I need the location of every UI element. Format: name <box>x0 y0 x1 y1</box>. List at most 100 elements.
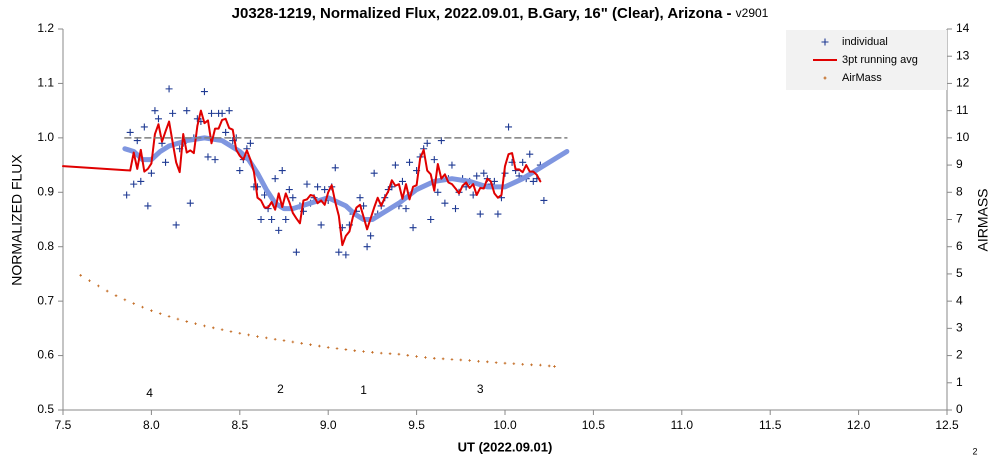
data-point <box>203 324 206 328</box>
data-point <box>434 188 442 196</box>
data-point <box>238 331 242 335</box>
y2-tick-label: 14 <box>956 21 970 35</box>
data-point <box>314 183 322 191</box>
y2-tick-label: 8 <box>956 184 963 198</box>
y-tick-label: 1.1 <box>37 76 54 90</box>
data-point <box>167 315 171 318</box>
data-point <box>97 284 100 288</box>
data-point <box>448 161 456 169</box>
data-point <box>367 232 375 240</box>
y2-tick-label: 3 <box>956 321 963 335</box>
data-point <box>105 289 109 293</box>
series-line <box>62 109 542 247</box>
data-point <box>265 336 268 340</box>
data-point <box>362 350 365 353</box>
data-point <box>326 346 330 349</box>
data-point <box>246 139 254 147</box>
data-point <box>154 115 162 123</box>
data-point <box>176 317 180 321</box>
data-point <box>123 298 127 302</box>
x-tick-label: 12.5 <box>935 418 959 432</box>
y-tick-label: 0.7 <box>37 293 54 307</box>
x-axis-label: UT (2022.09.01) <box>458 439 553 454</box>
annotation: 1 <box>360 383 367 397</box>
data-point <box>477 359 480 363</box>
y-tick-label: 0.9 <box>37 184 54 198</box>
data-point <box>317 221 325 229</box>
x-tick-label: 8.5 <box>231 418 248 432</box>
y2-tick-label: 10 <box>956 130 970 144</box>
data-point <box>486 360 489 364</box>
y2-tick-label: 1 <box>956 375 963 389</box>
x-tick-label: 10.5 <box>582 418 606 432</box>
data-point <box>388 352 392 355</box>
data-point <box>335 248 343 256</box>
data-point <box>476 210 484 218</box>
y2-tick-label: 5 <box>956 266 963 280</box>
data-point <box>450 358 454 361</box>
data-point <box>137 177 145 185</box>
data-point <box>282 216 290 223</box>
legend-swatch <box>821 38 829 46</box>
data-point <box>480 169 488 177</box>
data-point <box>424 356 427 359</box>
data-point <box>126 128 134 136</box>
data-point <box>162 158 170 166</box>
y-tick-label: 1.0 <box>37 130 54 144</box>
x-tick-label: 7.5 <box>55 418 72 432</box>
data-point <box>285 186 293 194</box>
data-point <box>540 196 548 204</box>
data-point <box>415 355 418 358</box>
x-tick-label: 12.0 <box>847 418 871 432</box>
data-point <box>257 216 265 223</box>
data-point <box>158 312 162 315</box>
data-point <box>370 169 378 177</box>
y-axis-label: NORMALIZED FLUX <box>9 154 25 286</box>
data-point <box>247 333 250 337</box>
annotation: 3 <box>477 382 484 396</box>
data-point <box>318 344 321 348</box>
data-point <box>222 128 230 136</box>
y2-tick-label: 13 <box>956 48 970 62</box>
data-point <box>356 194 364 202</box>
data-point <box>271 175 279 183</box>
x-tick-label: 9.5 <box>408 418 425 432</box>
data-point <box>172 221 180 229</box>
data-point <box>473 172 481 180</box>
y2-axis-label: AIRMASS <box>975 188 991 251</box>
data-point <box>169 109 177 117</box>
data-point <box>292 248 300 256</box>
data-point <box>459 358 463 362</box>
data-point <box>397 352 401 356</box>
data-point <box>273 337 277 341</box>
legend-label: individual <box>842 36 888 48</box>
y-tick-label: 0.8 <box>37 239 54 253</box>
data-point <box>363 243 371 251</box>
data-point <box>519 158 527 166</box>
data-point <box>432 356 436 360</box>
data-point <box>151 107 159 115</box>
y2-tick-label: 12 <box>956 76 970 90</box>
data-point <box>402 205 410 213</box>
y2-tick-label: 0 <box>956 402 963 416</box>
x-tick-label: 9.0 <box>320 418 337 432</box>
data-point <box>278 167 286 175</box>
series-line <box>122 135 570 222</box>
data-point <box>521 362 524 366</box>
footnote: 2 <box>972 446 977 456</box>
annotation: 4 <box>146 386 153 400</box>
data-point <box>218 109 226 117</box>
data-point <box>505 123 513 131</box>
data-point <box>409 224 417 232</box>
data-point <box>256 335 259 338</box>
data-point <box>526 150 534 158</box>
data-point <box>186 199 194 207</box>
data-point <box>469 191 477 199</box>
data-point <box>208 109 216 117</box>
y2-tick-label: 7 <box>956 212 963 226</box>
annotation: 2 <box>277 382 284 396</box>
data-point <box>427 216 435 223</box>
data-point <box>236 167 244 175</box>
data-point <box>225 107 233 115</box>
